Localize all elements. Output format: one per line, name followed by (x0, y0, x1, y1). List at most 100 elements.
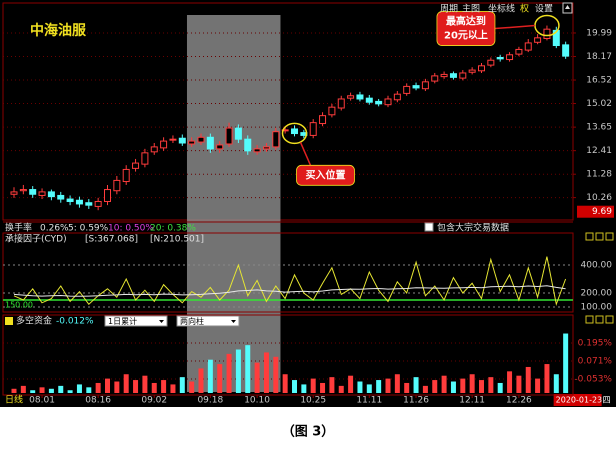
toolbar-item[interactable]: 设置 (535, 4, 553, 15)
annotation-leader (299, 142, 312, 166)
bar (357, 381, 363, 393)
x-tick-label: 11.26 (403, 396, 429, 406)
candle-body (356, 94, 364, 100)
candle-body (328, 106, 336, 116)
toolbar-arrow[interactable] (562, 2, 573, 14)
panel-icon (605, 232, 614, 241)
bar (30, 390, 36, 393)
candle-body (478, 65, 485, 72)
bar (544, 364, 550, 393)
price-marker-box (577, 205, 614, 218)
bar (301, 384, 307, 393)
bar (235, 349, 241, 393)
bar (189, 381, 195, 393)
background (0, 0, 616, 407)
turnover-label: 换手率 (5, 222, 32, 234)
bar (366, 384, 372, 393)
candle-body (169, 138, 177, 141)
candle-body (113, 179, 121, 192)
candle-body (552, 29, 560, 47)
bar (553, 374, 559, 393)
indicator-stat: [S:367.068] (85, 235, 138, 245)
y-tick-label: 0.195% (578, 338, 613, 348)
candle-body (244, 138, 252, 152)
bar (114, 381, 120, 393)
candle-body (487, 59, 495, 66)
period-label: 日线 (5, 394, 23, 406)
x-tick-label: 11.11 (356, 396, 382, 406)
weekday: 四 (603, 396, 611, 405)
dropdown[interactable] (104, 315, 168, 327)
x-tick-label: 12.11 (459, 396, 485, 406)
turnover-ma: 20: 0.38% (150, 224, 196, 234)
candle-body (216, 144, 224, 150)
candle-body (459, 72, 467, 79)
bar (460, 378, 466, 393)
y-tick-label: 16.52 (586, 76, 612, 86)
y-tick-label: 13.65 (586, 123, 612, 133)
candle-body (29, 189, 37, 195)
candle-body (178, 137, 186, 144)
bar (76, 384, 82, 393)
indicator-line (13, 256, 567, 307)
checkbox[interactable] (424, 222, 434, 232)
candle-body (234, 127, 242, 140)
candle-body (393, 93, 401, 101)
bar (488, 377, 494, 393)
caption: （图 3） (282, 424, 335, 440)
bar (497, 382, 503, 393)
toolbar-item[interactable]: 周期 (440, 4, 458, 15)
dropdown-arrow (231, 320, 236, 323)
candle-body (85, 202, 93, 206)
y-tick-label: 18.17 (586, 52, 612, 62)
candle-body (132, 162, 140, 169)
candle-body (496, 56, 504, 60)
bar (198, 368, 204, 393)
annotation-leader (494, 24, 536, 30)
candle-body (421, 81, 429, 90)
arrow-icon (565, 5, 570, 9)
candle-body (75, 199, 83, 205)
toolbar-item[interactable]: 坐标线 (488, 3, 515, 15)
bar (292, 380, 297, 393)
candle-body (440, 73, 448, 78)
bar (479, 380, 484, 393)
candle-body (206, 136, 214, 150)
y-tick-label: -0.053% (574, 375, 612, 385)
bar (338, 385, 344, 393)
dropdown-label: 1日累计 (108, 316, 137, 326)
bar (450, 381, 456, 393)
bar (67, 390, 73, 393)
bar (563, 333, 569, 393)
annotation-circle (281, 122, 308, 145)
y-tick-label: 12.41 (586, 146, 612, 156)
candle-body (309, 122, 317, 136)
bar (133, 380, 139, 393)
panel-icon (605, 315, 614, 324)
bar (179, 377, 185, 393)
candle-body (347, 95, 355, 99)
x-tick-label: 09.02 (141, 396, 167, 406)
bar (151, 382, 157, 393)
candle-body (337, 98, 345, 109)
candle-body (515, 48, 523, 55)
candle-body (534, 37, 542, 43)
y-tick-label: 15.02 (586, 99, 612, 109)
toolbar-item[interactable]: 主图 (462, 3, 480, 15)
bar (170, 384, 176, 393)
candle-body (38, 191, 46, 196)
bar (161, 380, 167, 393)
bar (413, 377, 419, 393)
bar (507, 371, 513, 393)
candle-body (506, 54, 514, 61)
dropdown[interactable] (176, 315, 240, 327)
bar (245, 345, 251, 393)
bar (95, 382, 101, 393)
candle-body (104, 189, 111, 202)
y-tick-label: 100.00 (581, 302, 613, 312)
toolbar-item[interactable]: 权 (520, 3, 529, 15)
dropdown-label: 两向柱 (180, 316, 204, 326)
y-tick-label: 11.28 (586, 170, 612, 180)
bar (86, 387, 92, 393)
